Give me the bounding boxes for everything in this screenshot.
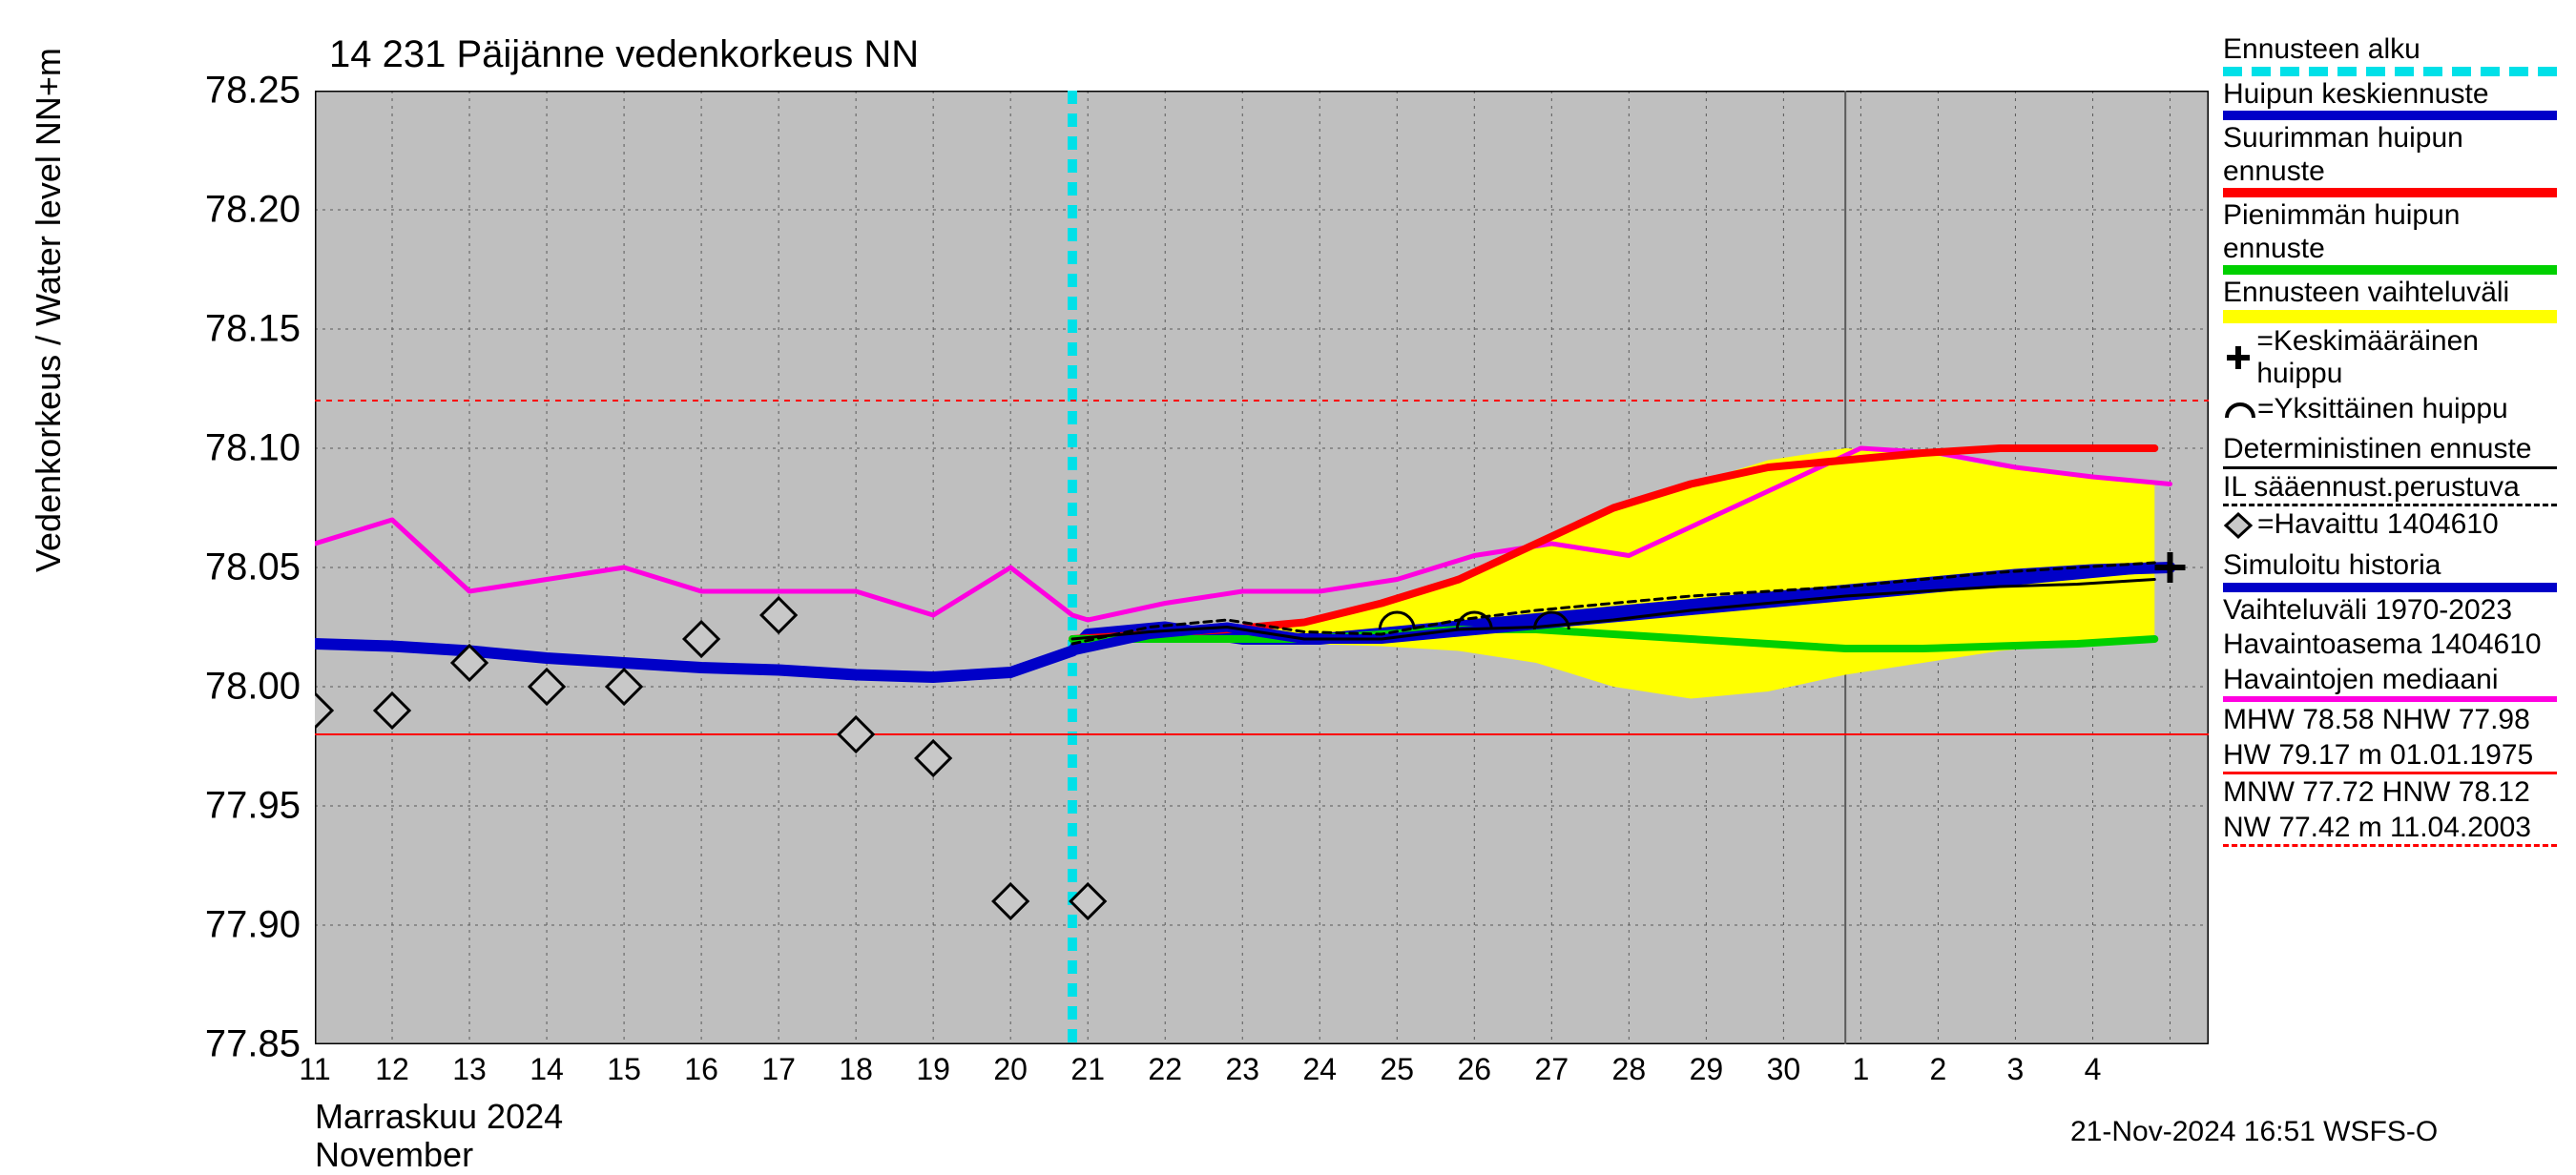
- x-tick-label: 1: [1853, 1052, 1870, 1087]
- legend-label: Havaintoasema 1404610: [2223, 629, 2566, 662]
- y-tick-label: 78.05: [205, 546, 301, 589]
- arc-icon: [2223, 395, 2257, 423]
- legend-swatch: [2223, 772, 2557, 774]
- legend-entry: =Yksittäinen huippu: [2223, 393, 2566, 432]
- legend-swatch: [2223, 504, 2557, 506]
- legend-label: Ennusteen alku: [2223, 33, 2566, 67]
- legend-label: =Keskimääräinen huippu: [2223, 325, 2566, 391]
- legend-entry: Ennusteen alku: [2223, 33, 2566, 76]
- x-tick-label: 4: [2085, 1052, 2102, 1087]
- x-tick-label: 14: [530, 1052, 564, 1087]
- legend-entry: MNW 77.72 HNW 78.12: [2223, 776, 2566, 810]
- x-tick-label: 27: [1535, 1052, 1569, 1087]
- legend-entry: Pienimmän huipun ennuste: [2223, 199, 2566, 275]
- y-tick-label: 78.15: [205, 308, 301, 351]
- x-tick-label: 26: [1458, 1052, 1492, 1087]
- legend-swatch: [2223, 310, 2557, 323]
- legend-entry: HW 79.17 m 01.01.1975: [2223, 739, 2566, 775]
- x-tick-label: 19: [916, 1052, 950, 1087]
- legend-swatch: [2223, 466, 2557, 469]
- x-axis-month-fi: Marraskuu 2024: [315, 1097, 563, 1137]
- y-tick-label: 78.00: [205, 666, 301, 709]
- legend-swatch: [2223, 67, 2557, 76]
- legend-entry: Vaihteluväli 1970-2023: [2223, 594, 2566, 628]
- legend-label: =Yksittäinen huippu: [2223, 393, 2566, 432]
- legend-label: Havaintojen mediaani: [2223, 664, 2566, 697]
- x-tick-label: 18: [839, 1052, 873, 1087]
- chart-title: 14 231 Päijänne vedenkorkeus NN: [329, 33, 919, 76]
- x-tick-label: 25: [1380, 1052, 1414, 1087]
- x-tick-label: 24: [1302, 1052, 1337, 1087]
- y-tick-label: 77.85: [205, 1023, 301, 1066]
- legend-swatch: [2223, 111, 2557, 120]
- x-axis-month-en: November: [315, 1135, 473, 1175]
- legend-swatch: [2223, 696, 2557, 702]
- x-tick-label: 2: [1930, 1052, 1947, 1087]
- legend-entry: NW 77.42 m 11.04.2003: [2223, 812, 2566, 848]
- chart-container: 14 231 Päijänne vedenkorkeus NN Vedenkor…: [0, 0, 2576, 1144]
- legend-entry: =Keskimääräinen huippu: [2223, 325, 2566, 391]
- legend-entry: Deterministinen ennuste: [2223, 433, 2566, 469]
- x-tick-label: 21: [1070, 1052, 1105, 1087]
- x-tick-label: 28: [1612, 1052, 1647, 1087]
- legend-label: Deterministinen ennuste: [2223, 433, 2566, 466]
- legend-label: Simuloitu historia: [2223, 549, 2566, 583]
- x-tick-label: 22: [1148, 1052, 1182, 1087]
- legend-label: MNW 77.72 HNW 78.12: [2223, 776, 2566, 810]
- legend-swatch: [2223, 583, 2557, 592]
- legend-entry: IL sääennust.perustuva: [2223, 471, 2566, 507]
- legend-label: Ennusteen vaihteluväli: [2223, 277, 2566, 310]
- legend-swatch: [2223, 188, 2557, 197]
- footer-timestamp: 21-Nov-2024 16:51 WSFS-O: [2070, 1116, 2438, 1148]
- legend-entry: Suurimman huipun ennuste: [2223, 122, 2566, 197]
- x-tick-label: 13: [452, 1052, 487, 1087]
- diamond-icon: [2223, 511, 2257, 540]
- x-tick-label: 23: [1225, 1052, 1259, 1087]
- x-tick-label: 20: [993, 1052, 1028, 1087]
- legend-entry: MHW 78.58 NHW 77.98: [2223, 704, 2566, 737]
- y-axis-label: Vedenkorkeus / Water level NN+m: [29, 48, 69, 572]
- y-tick-label: 78.25: [205, 70, 301, 113]
- legend-label: Vaihteluväli 1970-2023: [2223, 594, 2566, 628]
- legend-entry: Huipun keskiennuste: [2223, 78, 2566, 121]
- x-tick-label: 29: [1690, 1052, 1724, 1087]
- legend-entry: =Havaittu 1404610: [2223, 508, 2566, 547]
- y-tick-label: 78.20: [205, 189, 301, 232]
- legend-label: Pienimmän huipun ennuste: [2223, 199, 2566, 265]
- legend-entry: Havaintojen mediaani: [2223, 664, 2566, 703]
- legend-label: IL sääennust.perustuva: [2223, 471, 2566, 505]
- legend-entry: Ennusteen vaihteluväli: [2223, 277, 2566, 323]
- x-tick-label: 30: [1767, 1052, 1801, 1087]
- x-tick-label: 11: [299, 1052, 330, 1087]
- legend-swatch: [2223, 844, 2557, 847]
- chart-svg: [315, 91, 2209, 1044]
- legend-label: Suurimman huipun ennuste: [2223, 122, 2566, 188]
- x-tick-label: 3: [2007, 1052, 2025, 1087]
- y-tick-label: 77.90: [205, 904, 301, 947]
- x-tick-label: 16: [684, 1052, 718, 1087]
- legend-label: MHW 78.58 NHW 77.98: [2223, 704, 2566, 737]
- plus-icon: [2223, 343, 2256, 372]
- x-tick-label: 17: [761, 1052, 796, 1087]
- y-tick-label: 77.95: [205, 785, 301, 828]
- x-tick-label: 15: [607, 1052, 641, 1087]
- legend-label: HW 79.17 m 01.01.1975: [2223, 739, 2566, 773]
- legend-label: NW 77.42 m 11.04.2003: [2223, 812, 2566, 845]
- y-tick-label: 78.10: [205, 427, 301, 470]
- x-tick-label: 12: [375, 1052, 409, 1087]
- legend-entry: Havaintoasema 1404610: [2223, 629, 2566, 662]
- legend-swatch: [2223, 265, 2557, 275]
- legend-entry: Simuloitu historia: [2223, 549, 2566, 592]
- legend: Ennusteen alku Huipun keskiennuste Suurimm…: [2223, 33, 2566, 849]
- legend-label: Huipun keskiennuste: [2223, 78, 2566, 112]
- legend-label: =Havaittu 1404610: [2223, 508, 2566, 547]
